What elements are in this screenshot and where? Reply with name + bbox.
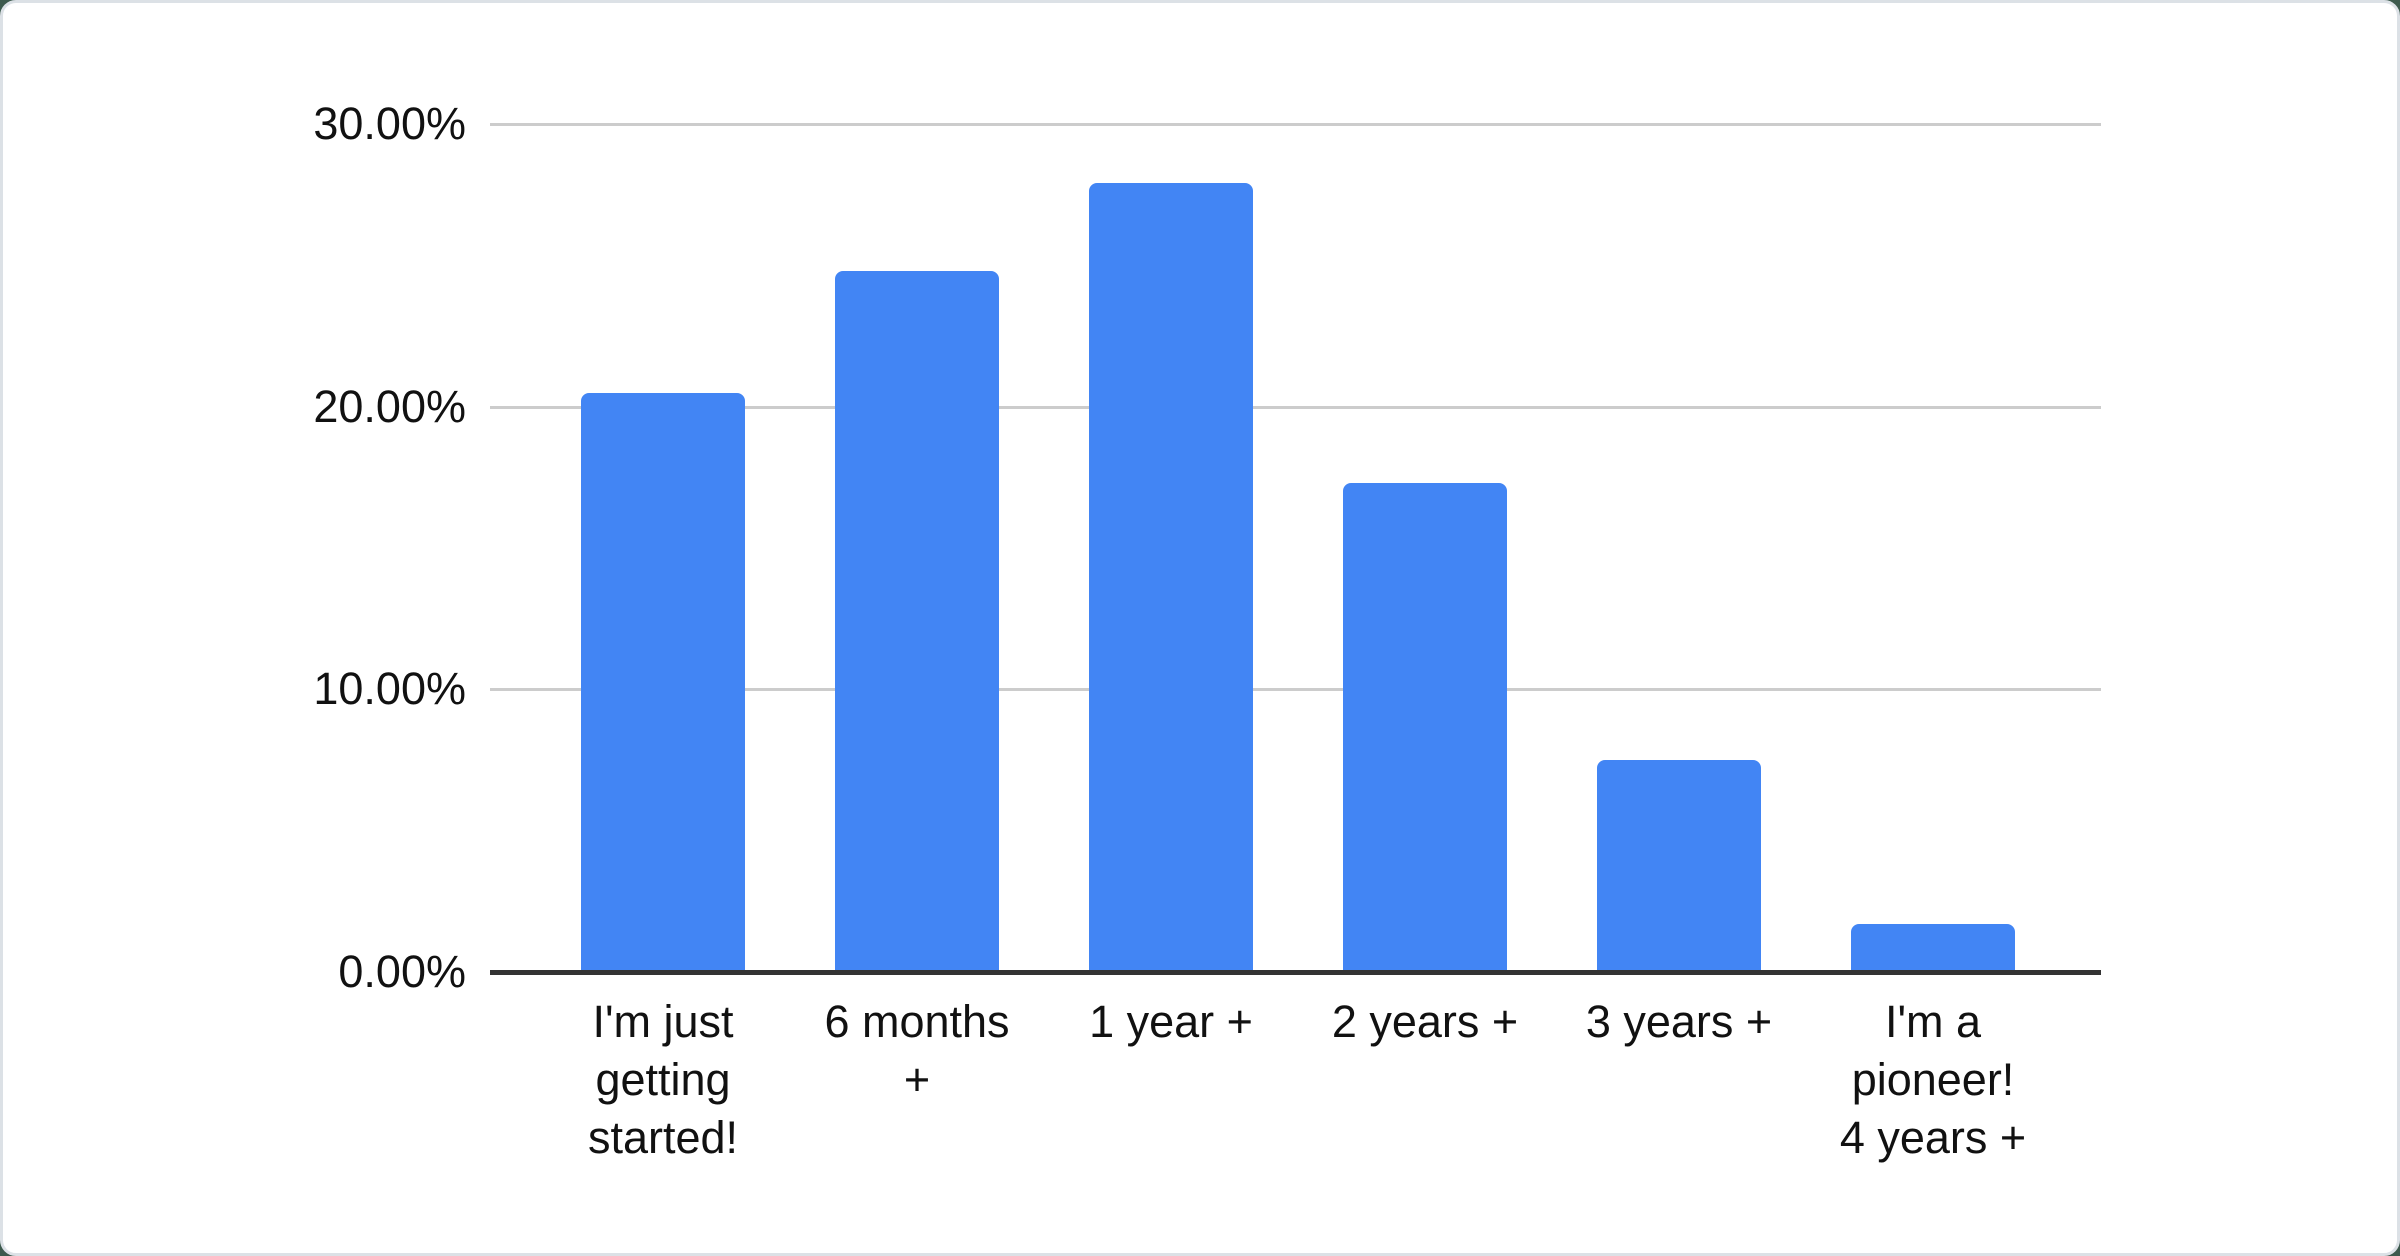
bar-1-year <box>1089 183 1253 972</box>
y-tick-label-30.00%: 30.00% <box>313 98 466 149</box>
x-tick-label-5: 3 years + <box>1585 996 1773 1047</box>
gridline-20.00% <box>490 405 2101 409</box>
gridline-10.00% <box>490 688 2101 692</box>
x-tick-label-4: 2 years + <box>1331 996 1519 1047</box>
y-tick-label-0.00%: 0.00% <box>338 946 466 997</box>
bar-2-years <box>1343 483 1507 972</box>
y-tick-label-20.00%: 20.00% <box>313 380 466 432</box>
x-axis-line <box>490 970 2101 975</box>
x-tick-label-6: I'm a pioneer! 4 years + <box>1839 996 2027 1163</box>
x-tick-label-2: 6 months + <box>824 996 1010 1105</box>
bar-3-years <box>1597 760 1761 972</box>
x-tick-label-1: I'm just getting started! <box>587 996 739 1163</box>
plot-area <box>490 123 2101 975</box>
bar-i-m-just-getting-started <box>581 392 745 972</box>
bar-6-months <box>835 271 999 972</box>
y-tick-label-10.00%: 10.00% <box>313 663 466 715</box>
gridline-30.00% <box>490 123 2101 126</box>
x-tick-label-3: 1 year + <box>1089 996 1253 1047</box>
bar-i-m-a-pioneer-4-years <box>1851 923 2015 972</box>
